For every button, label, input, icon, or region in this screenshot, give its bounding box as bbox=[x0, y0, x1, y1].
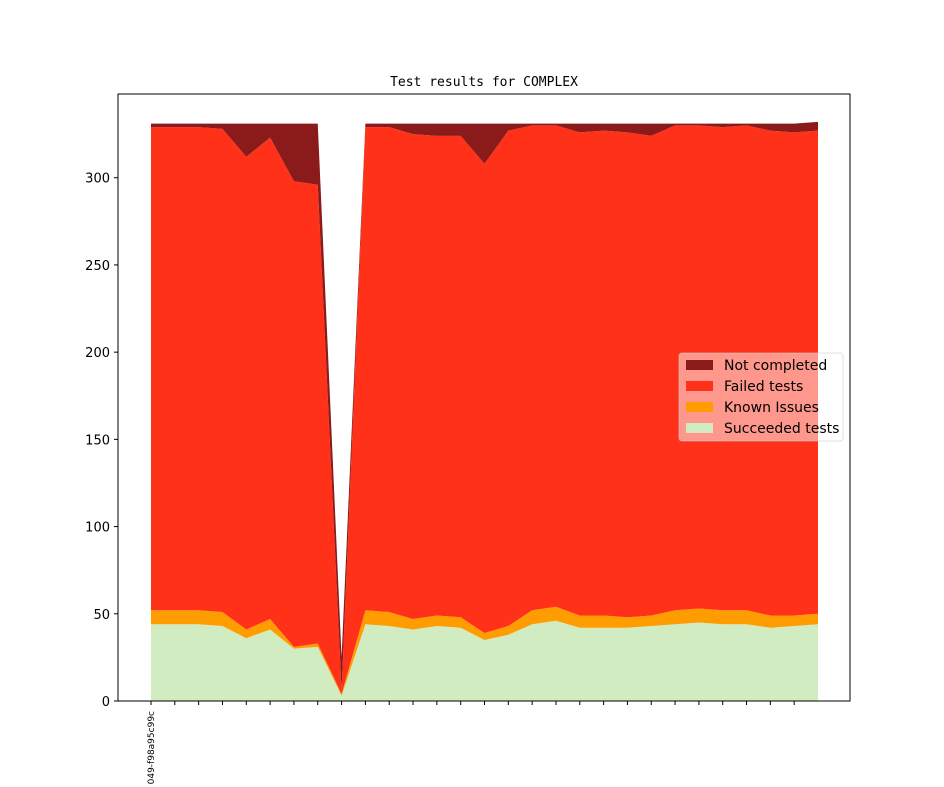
legend-label-known-issues: Known Issues bbox=[724, 400, 819, 416]
y-tick-label: 300 bbox=[85, 172, 110, 187]
legend-swatch-not-completed bbox=[686, 360, 713, 370]
legend-box bbox=[678, 352, 844, 442]
legend: Not completed Failed tests Known Issues Suc… bbox=[678, 352, 844, 442]
legend-label-not-completed: Not completed bbox=[724, 358, 827, 374]
x-axis: 049-f98a95c99c bbox=[147, 701, 795, 784]
area-succeeded-tests bbox=[151, 620, 818, 701]
y-tick-label: 50 bbox=[93, 608, 110, 623]
y-tick-label: 100 bbox=[85, 521, 110, 536]
x-tick-label: 049-f98a95c99c bbox=[147, 711, 157, 784]
area-layers bbox=[151, 121, 818, 701]
y-axis: 0 50 100 150 200 250 300 bbox=[85, 172, 118, 710]
y-tick-label: 200 bbox=[85, 346, 110, 361]
y-tick-label: 250 bbox=[85, 259, 110, 274]
legend-swatch-failed-tests bbox=[686, 381, 713, 391]
area-failed-tests bbox=[151, 125, 818, 695]
legend-swatch-known-issues bbox=[686, 402, 713, 412]
chart-title: Test results for COMPLEX bbox=[390, 75, 578, 90]
legend-swatch-succeeded-tests bbox=[686, 423, 713, 433]
legend-label-succeeded-tests: Succeeded tests bbox=[724, 421, 839, 437]
legend-label-failed-tests: Failed tests bbox=[724, 379, 803, 395]
y-tick-label: 0 bbox=[102, 695, 110, 710]
area-known-issues bbox=[151, 606, 818, 696]
y-tick-label: 150 bbox=[85, 433, 110, 448]
